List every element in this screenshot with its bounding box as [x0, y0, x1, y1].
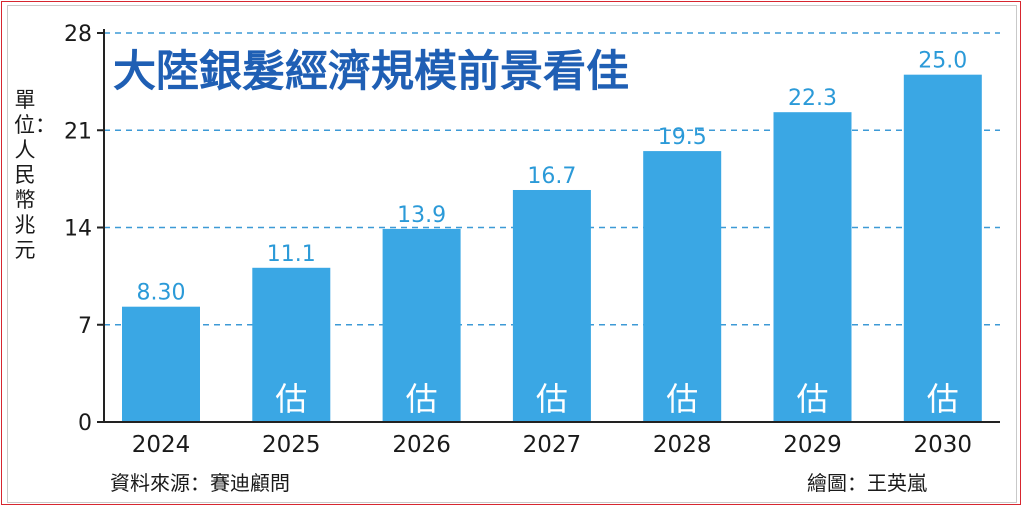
source-note: 資料來源：賽迪顧問 [110, 471, 290, 495]
bar [512, 189, 591, 422]
bar [903, 74, 982, 422]
bar-value-label: 11.1 [267, 242, 316, 267]
bar-value-label: 16.7 [527, 164, 576, 189]
bar [382, 228, 461, 422]
x-tick-label: 2025 [262, 432, 321, 458]
y-tick-label: 21 [64, 119, 92, 144]
x-tick-label: 2030 [914, 432, 973, 458]
bar-value-label: 8.30 [137, 281, 186, 306]
y-tick-label: 0 [78, 411, 92, 436]
estimate-mark: 估 [927, 380, 959, 418]
estimate-mark: 估 [796, 380, 828, 418]
y-axis-title: 單位：人民幣兆元 [14, 88, 56, 262]
y-tick-label: 14 [64, 217, 92, 242]
x-tick-label: 2026 [392, 432, 451, 458]
chart-title: 大陸銀髮經濟規模前景看佳 [113, 47, 629, 97]
y-tick-label: 28 [64, 22, 92, 47]
x-tick-labels: 2024 2025 2026 2027 2028 2029 2030 [132, 432, 972, 458]
bar [773, 112, 852, 423]
estimate-mark: 估 [406, 380, 438, 418]
axes [97, 29, 1000, 423]
estimate-mark: 估 [536, 380, 568, 418]
bar-value-label: 13.9 [397, 203, 446, 228]
credit-note: 繪圖：王英嵐 [807, 471, 927, 495]
bar-value-label: 19.5 [658, 125, 707, 150]
bar [122, 306, 200, 422]
bar [643, 151, 722, 422]
estimate-mark: 估 [275, 380, 307, 418]
bar-value-label: 22.3 [788, 86, 837, 111]
y-tick-labels: 0 7 14 21 28 [64, 22, 92, 436]
bar [252, 267, 331, 422]
x-tick-label: 2027 [523, 432, 582, 458]
bars: 8.30 11.1 估 13.9 估 16.7 估 19.5 估 22.3 估 25.0 估 [122, 49, 982, 423]
x-tick-label: 2024 [132, 432, 191, 458]
x-tick-label: 2029 [783, 432, 842, 458]
bar-value-label: 25.0 [918, 49, 967, 74]
estimate-mark: 估 [666, 380, 698, 418]
x-tick-label: 2028 [653, 432, 712, 458]
inner-frame [7, 5, 1017, 503]
y-tick-label: 7 [78, 314, 92, 339]
